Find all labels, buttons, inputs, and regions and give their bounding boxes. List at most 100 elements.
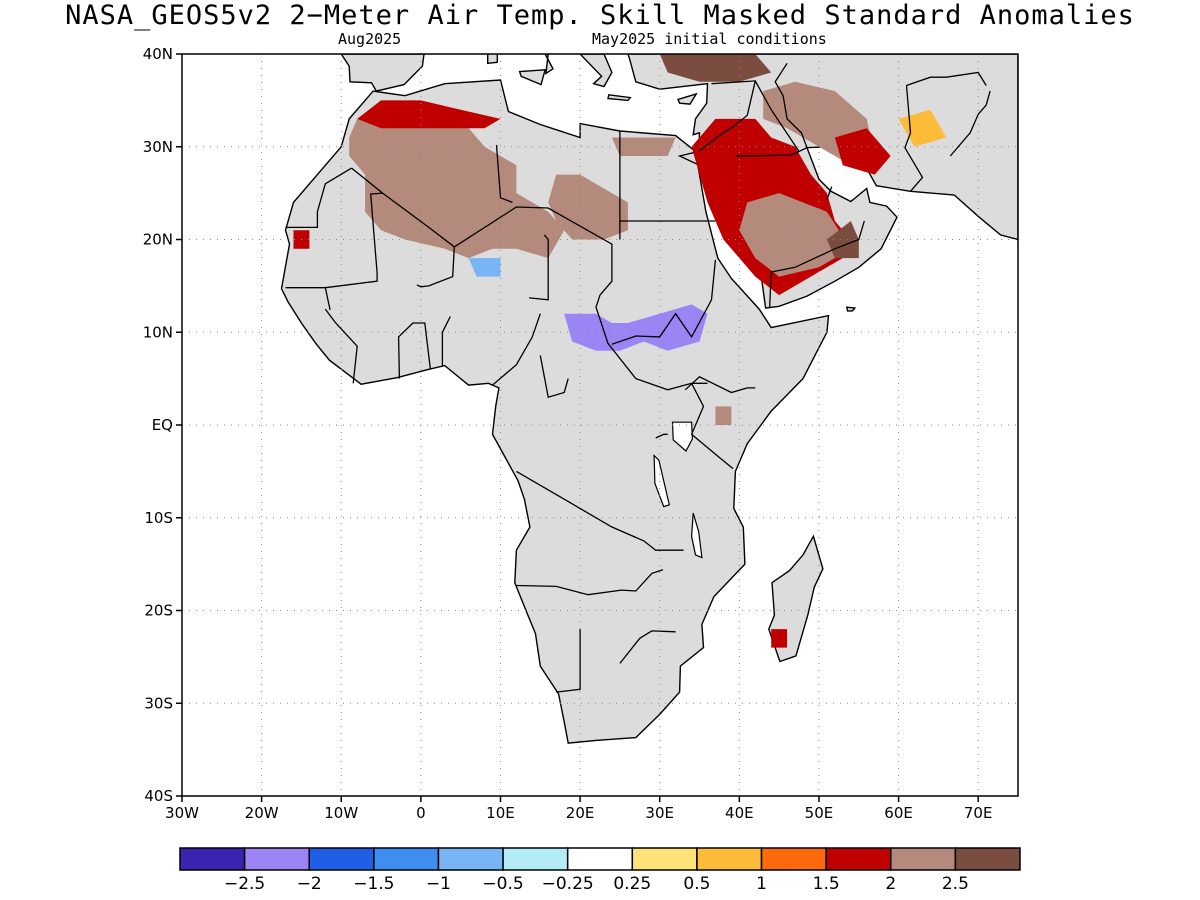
lon-tick-label: 20E: [566, 804, 595, 822]
anomaly-libya-hotspot: [548, 174, 628, 240]
iberia-land: [340, 54, 425, 92]
country-border: [416, 246, 455, 288]
colorbar-swatch: [566, 847, 634, 871]
lat-tick-label: 30N: [143, 138, 173, 156]
anomaly-sahara-west: [349, 109, 565, 259]
country-border: [698, 80, 757, 152]
country-border: [655, 433, 668, 439]
country-border: [539, 355, 569, 399]
lon-tick-label: 20W: [245, 804, 279, 822]
colorbar-label: 2: [885, 874, 896, 894]
colorbar-label: 1: [756, 874, 767, 894]
lon-tick-label: 0: [416, 804, 426, 822]
sicily-land: [518, 69, 547, 86]
country-border: [690, 383, 734, 470]
colorbar-swatch: [308, 847, 375, 871]
colorbar: −2.5 −2 −1.5 −1 −0.5 −0.25 0.25 0.5 1 1.5 2 2.5: [179, 847, 1021, 894]
map-title: NASA_GEOS5v2 2−Meter Air Temp. Skill Mas…: [65, 0, 1135, 31]
country-border: [684, 376, 756, 394]
africa-land: [280, 79, 830, 744]
lon-tick-label: 70E: [964, 804, 993, 822]
initial-conditions-label: May2025 initial conditions: [592, 30, 827, 48]
country-border: [516, 470, 684, 551]
country-border: [906, 71, 987, 87]
lat-tick-label: 10N: [143, 323, 173, 341]
colorbar-label: 2.5: [942, 874, 969, 894]
colorbar-swatch: [825, 847, 892, 871]
lon-tick-label: 40E: [725, 804, 754, 822]
anomaly-sudan-purple: [564, 304, 708, 351]
country-border: [285, 167, 352, 229]
lat-tick-label: 20N: [143, 231, 173, 249]
colorbar-swatch: [890, 847, 957, 871]
crete-land: [607, 94, 632, 102]
anomaly-egypt-north: [611, 137, 676, 156]
socotra-land: [845, 306, 857, 312]
country-border: [351, 167, 613, 296]
lake-malawi: [690, 512, 703, 559]
colorbar-label: 0.5: [683, 874, 710, 894]
colorbar-label: 1.5: [813, 874, 840, 894]
country-border: [441, 316, 451, 366]
lon-tick-label: 60E: [884, 804, 913, 822]
anomaly-madagascar-spot: [771, 629, 788, 648]
anomaly-arabia-red: [739, 193, 851, 277]
anomaly-turkey-brown: [659, 54, 772, 82]
lat-tick-label: 10S: [144, 509, 173, 527]
greece-land: [579, 54, 613, 88]
anomaly-pakistan-yellow: [898, 109, 947, 147]
lat-tick-label: 20S: [144, 602, 173, 620]
lake-victoria: [671, 421, 694, 452]
anomaly-iran-orange: [834, 128, 891, 175]
lon-tick-label: 50E: [805, 804, 834, 822]
anomaly-sahel-blue: [468, 258, 501, 277]
colorbar-swatch: [243, 847, 310, 871]
country-border: [619, 630, 676, 664]
colorbar-swatch: [760, 847, 827, 871]
lat-tick-label: EQ: [152, 416, 173, 434]
country-border: [826, 186, 833, 200]
lon-tick-label: 30W: [165, 804, 199, 822]
country-border: [768, 220, 865, 309]
country-border: [949, 90, 991, 157]
sardinia-land: [487, 54, 498, 65]
colorbar-swatch: [954, 847, 1021, 871]
country-border: [790, 147, 808, 156]
country-border: [397, 322, 432, 379]
country-border: [529, 234, 549, 301]
colorbar-swatch: [437, 847, 504, 871]
lat-tick-label: 40N: [143, 45, 173, 63]
colorbar-label: −2.5: [224, 874, 265, 894]
country-border: [904, 85, 924, 192]
country-borders: [285, 62, 991, 693]
country-border: [324, 308, 358, 384]
country-border: [516, 569, 664, 596]
country-border: [492, 313, 541, 386]
colorbar-swatch: [179, 847, 246, 871]
lon-tick-label: 10W: [324, 804, 358, 822]
country-border: [774, 62, 808, 148]
lon-tick-label: 30E: [645, 804, 674, 822]
colorbar-label: −0.5: [482, 874, 523, 894]
anomaly-ethiopia-spot: [715, 406, 732, 425]
colorbar-swatch: [696, 847, 763, 871]
colorbar-label: −1.5: [353, 874, 394, 894]
anomaly-algeria-north-orange: [357, 100, 501, 129]
lake-tanganyika: [653, 454, 671, 508]
country-border: [325, 192, 383, 289]
cyprus-land: [677, 92, 698, 105]
lat-tick-label: 30S: [144, 694, 173, 712]
colorbar-swatch: [631, 847, 698, 871]
country-border: [285, 287, 331, 311]
colorbar-label: 0.25: [613, 874, 651, 894]
country-border: [495, 144, 513, 204]
anomaly-layer: [293, 54, 947, 648]
country-border: [556, 629, 581, 693]
colorbar-swatch: [373, 847, 440, 871]
country-border: [611, 259, 717, 345]
colorbar-label: −0.25: [542, 874, 594, 894]
valid-month-label: Aug2025: [338, 30, 402, 48]
lat-tick-label: 40S: [144, 787, 173, 805]
